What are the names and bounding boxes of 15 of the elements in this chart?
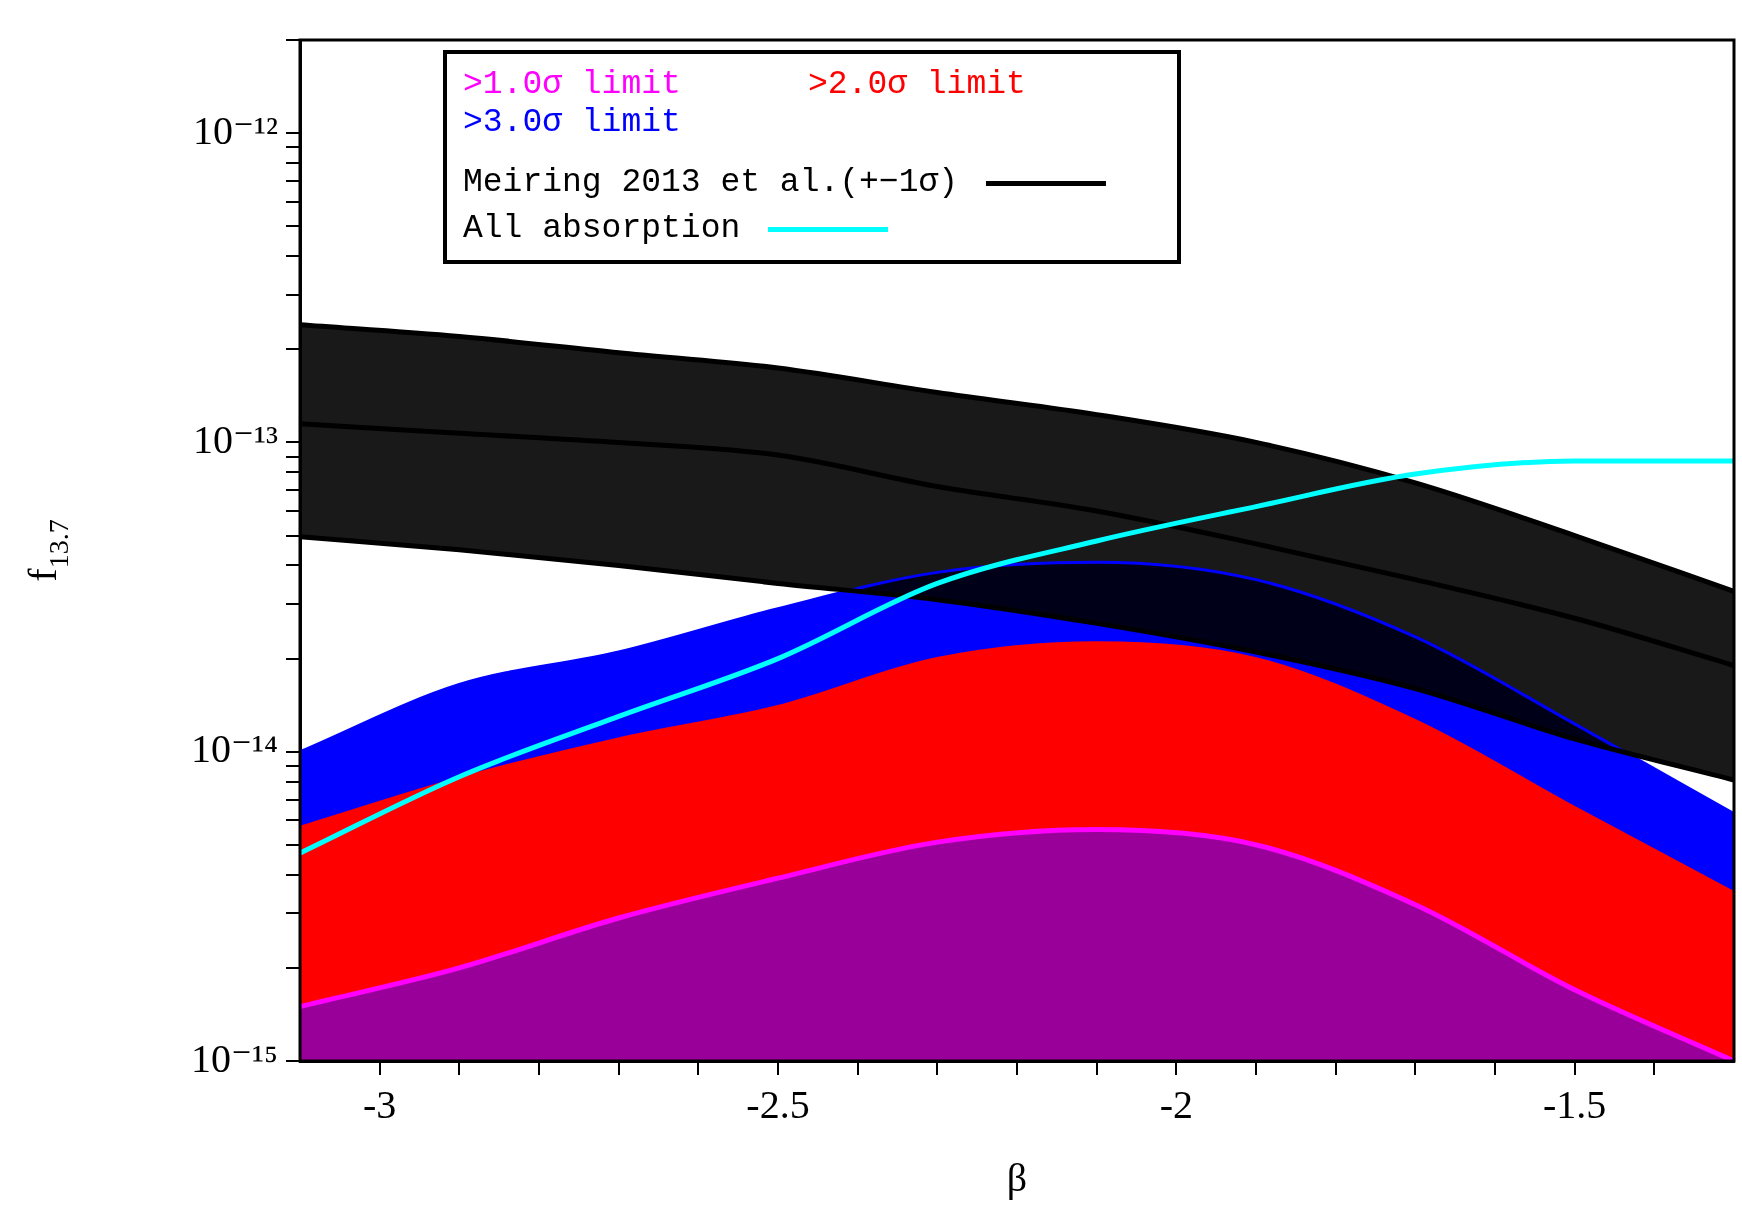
x-axis-title: β (1006, 1155, 1028, 1200)
text: >3.0σ limit (463, 104, 682, 142)
text: >1.0σ limit (463, 66, 682, 104)
x-tick-label: -2 (1159, 1081, 1193, 1127)
x-tick-label: -1.5 (1543, 1081, 1607, 1127)
legend-label: All absorption (463, 210, 741, 248)
legend-label: Meiring 2013 et al.(+−1σ) (463, 164, 959, 202)
x-tick-label: -2.5 (746, 1081, 810, 1127)
y-tick-label: 10⁻¹⁵ (190, 1035, 278, 1081)
y-tick-label: 10⁻¹³ (192, 416, 278, 462)
y-tick-label: 10⁻¹⁴ (190, 726, 278, 772)
x-tick-label: -3 (363, 1081, 397, 1127)
y-tick-label: 10⁻¹² (192, 107, 278, 153)
text: >2.0σ limit (808, 66, 1027, 104)
y-axis-title: f13.7 (20, 519, 74, 582)
